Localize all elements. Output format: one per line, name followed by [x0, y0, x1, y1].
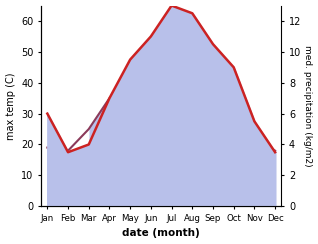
Y-axis label: med. precipitation (kg/m2): med. precipitation (kg/m2) — [303, 45, 313, 167]
Y-axis label: max temp (C): max temp (C) — [5, 72, 16, 140]
X-axis label: date (month): date (month) — [122, 228, 200, 238]
